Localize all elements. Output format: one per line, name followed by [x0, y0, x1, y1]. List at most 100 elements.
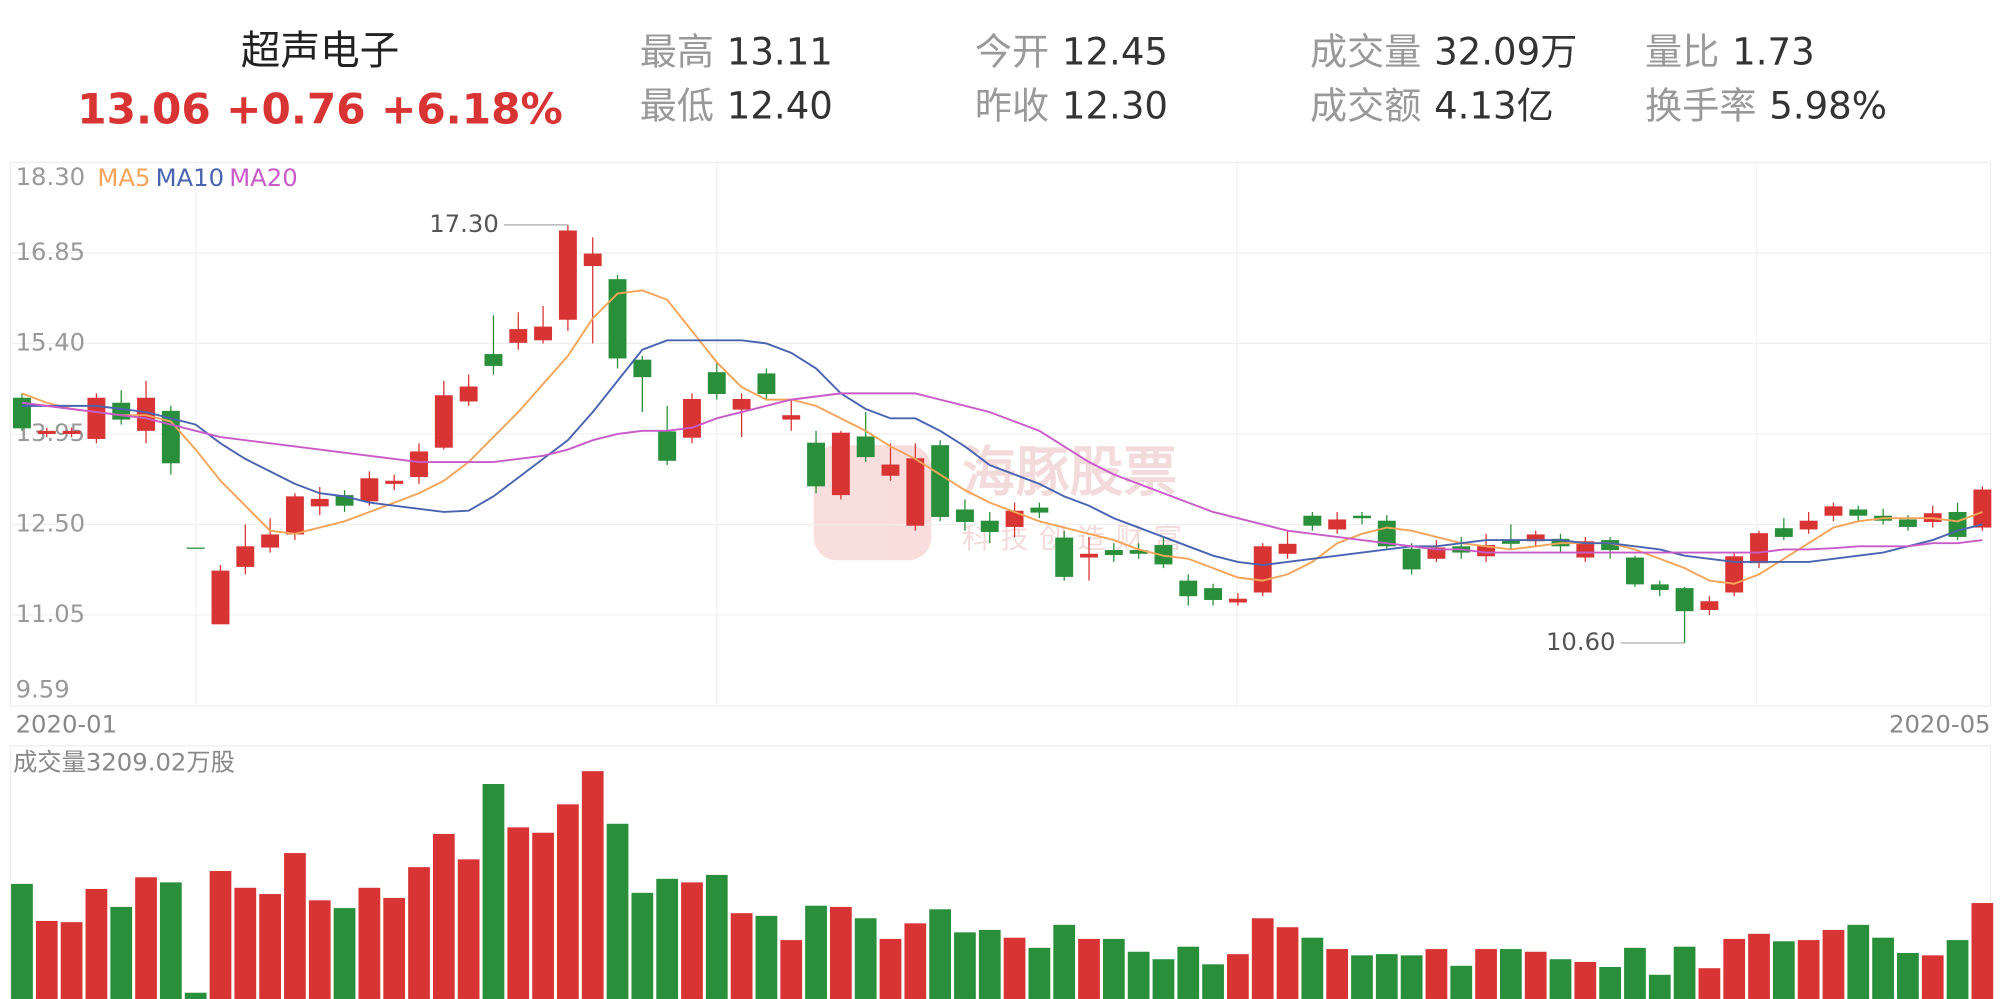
candle-body: [1278, 543, 1297, 554]
volume-bar: [1102, 938, 1125, 999]
x-tick-label: 2020-01: [16, 709, 118, 738]
volume-bar: [1326, 949, 1349, 999]
candle-body: [1080, 553, 1098, 558]
candle-body: [112, 402, 131, 420]
candle-body: [1402, 548, 1421, 570]
candle-body: [62, 430, 81, 434]
volume-panel: [9, 745, 1992, 999]
candle-body: [459, 386, 478, 402]
volume-bar: [1822, 929, 1845, 999]
volume-bar: [1797, 940, 1820, 999]
candle-body: [782, 415, 801, 420]
candle-body: [211, 570, 230, 625]
volume-bar: [904, 923, 927, 999]
volume-bar: [854, 918, 877, 999]
stat-value: 12.40: [727, 84, 833, 127]
stat-value: 12.45: [1062, 30, 1168, 73]
candle-body: [1774, 528, 1793, 537]
stat: 最高 13.11: [640, 30, 833, 73]
candle-body: [807, 442, 826, 487]
y-tick-label: 15.40: [16, 327, 86, 356]
stock-name: 超声电子: [241, 28, 400, 74]
candle-body: [534, 326, 553, 341]
volume-bar: [1549, 959, 1572, 999]
candle-body: [1228, 598, 1247, 603]
x-tick-label: 2020-05: [1889, 709, 1991, 738]
volume-bar: [606, 823, 629, 999]
price-line: 13.06 +0.76 +6.18%: [77, 84, 562, 133]
volume-bar: [656, 878, 679, 999]
candle-body: [955, 509, 974, 522]
volume-bar: [259, 894, 281, 999]
candle-body: [608, 279, 627, 359]
candle-body: [13, 397, 31, 429]
stats: 最高 13.11 最低 12.40 今开 12.45 昨收 12.30 成交量 32.09万成交额…: [640, 30, 1887, 127]
candle-body: [434, 395, 453, 448]
volume-bar: [110, 906, 133, 999]
candle-body: [1501, 540, 1520, 544]
volume-bar: [135, 877, 157, 999]
volume-bar: [705, 874, 728, 999]
candle-body: [37, 430, 56, 434]
candle-body: [509, 329, 528, 343]
ma-line: [21, 339, 1983, 566]
candle-body: [1625, 557, 1644, 585]
candle-body: [1601, 540, 1620, 551]
stat-label: 成交额: [1310, 84, 1421, 127]
y-tick-label: 11.05: [16, 599, 86, 628]
volume-bar: [1897, 952, 1919, 999]
candle-body: [360, 478, 379, 502]
volume-bar: [358, 887, 381, 999]
volume-bar: [1599, 967, 1622, 999]
legend-entry: MA5: [97, 163, 150, 192]
volume-bar: [11, 883, 33, 999]
volume-bar: [85, 888, 108, 999]
candle-body: [658, 431, 677, 461]
volume-bar: [1028, 947, 1051, 999]
stat-value: 5.98%: [1769, 84, 1887, 127]
volume-bar: [1450, 965, 1473, 999]
legend-entry: MA10: [156, 163, 225, 192]
candle-body: [757, 373, 776, 395]
change-pct: +6.18%: [381, 84, 563, 133]
candle-body: [1204, 588, 1223, 600]
candle-body: [1303, 515, 1322, 526]
y-tick-label: 12.50: [16, 508, 86, 537]
candle-body: [236, 546, 255, 567]
candle-body: [633, 359, 652, 378]
volume-bar: [60, 922, 83, 999]
volume-bar: [383, 897, 406, 999]
volume-bar: [1475, 949, 1497, 999]
y-tick-label: 16.85: [16, 237, 86, 266]
stat-label: 最高: [640, 30, 714, 73]
candle-body: [1849, 509, 1868, 516]
volume-bar: [482, 784, 505, 999]
volume-bar: [1748, 933, 1770, 999]
volume-bar: [1921, 955, 1944, 999]
candle-body: [87, 397, 106, 439]
volume-bar: [1400, 955, 1423, 999]
stat: 最低 12.40: [640, 84, 833, 127]
volume-bar: [978, 929, 1001, 999]
candle-body: [1948, 511, 1967, 537]
stat-value: 4.13亿: [1434, 84, 1554, 127]
candle-body: [1750, 533, 1768, 564]
stat-label: 最低: [640, 84, 714, 127]
candle-body: [683, 399, 701, 438]
candle-body: [558, 230, 577, 320]
candle-body: [1104, 550, 1123, 556]
watermark: 海豚股票 科技创造财富: [813, 440, 1182, 561]
volume-bar: [730, 913, 753, 999]
price: 13.06: [77, 84, 211, 133]
volume-bar: [557, 804, 579, 999]
candle-body: [285, 496, 304, 535]
volume-bar: [209, 871, 232, 999]
volume-bar: [457, 859, 480, 999]
volume-bar: [284, 853, 306, 999]
volume-bar: [1574, 961, 1597, 999]
stat: 成交额 4.13亿: [1310, 84, 1554, 127]
volume-bar: [1624, 947, 1646, 999]
volume-bar: [1202, 964, 1224, 999]
volume-bar: [1078, 938, 1100, 999]
